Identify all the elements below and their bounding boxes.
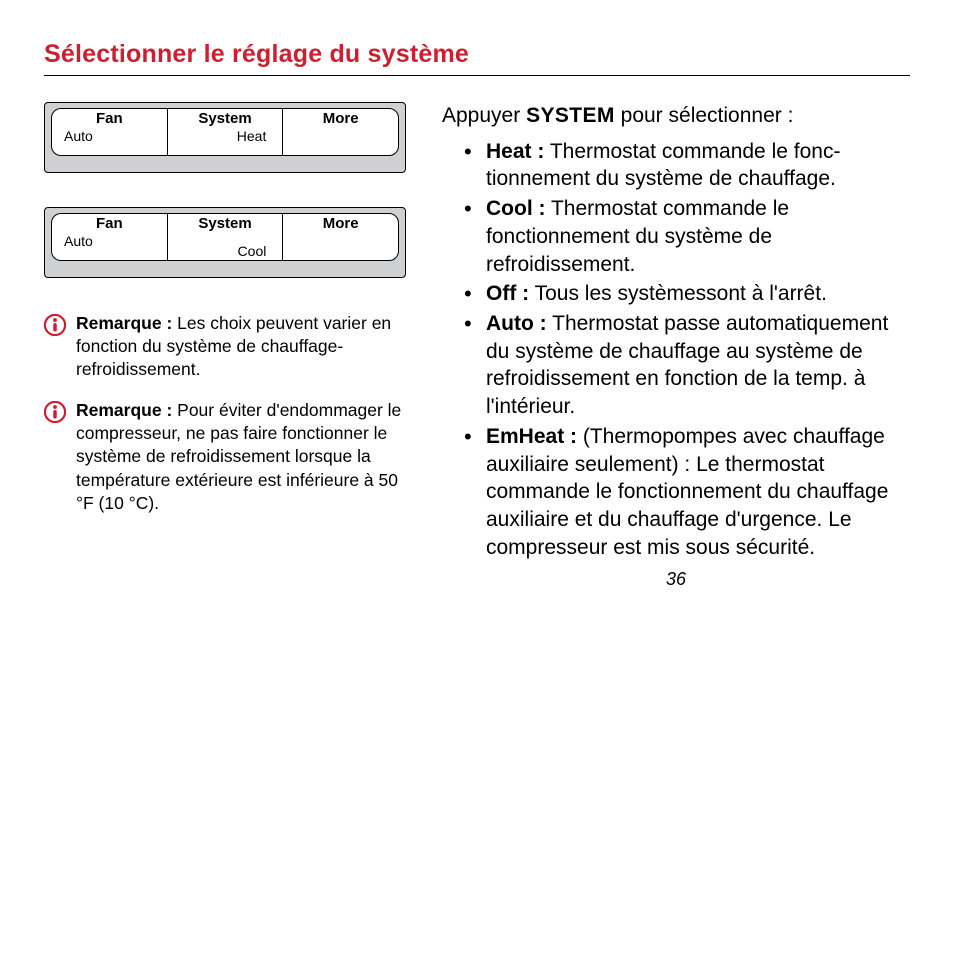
- more-button-title: More: [323, 216, 359, 233]
- fan-button[interactable]: Fan Auto: [51, 213, 167, 261]
- list-item: Off : Tous les systèmessont à l'arrêt.: [464, 280, 910, 308]
- list-item: Heat : Thermostat commande le fonc­tionn…: [464, 138, 910, 193]
- left-column: Fan Auto System Heat More Fan Auto: [44, 102, 406, 591]
- info-icon: [44, 401, 66, 423]
- remark-text: Remarque : Pour éviter d'endommager le c…: [76, 399, 402, 514]
- mode-text: Thermostat passe automatique­ment du sys…: [486, 312, 888, 418]
- page-number: 36: [442, 568, 910, 592]
- mode-list: Heat : Thermostat commande le fonc­tionn…: [442, 138, 910, 562]
- mode-label: Cool :: [486, 197, 545, 220]
- intro-suffix: pour sélectionner :: [615, 104, 794, 127]
- mode-label: Auto :: [486, 312, 547, 335]
- system-button-value: Cool: [238, 233, 283, 260]
- remark-text: Remarque : Les choix peuvent varier en f…: [76, 312, 402, 381]
- fan-button-title: Fan: [96, 111, 123, 128]
- remark-1: Remarque : Les choix peuvent varier en f…: [44, 312, 406, 381]
- button-panel-2: Fan Auto System Cool More: [44, 207, 406, 278]
- system-keyword: SYSTEM: [526, 104, 615, 127]
- system-button[interactable]: System Cool: [167, 213, 283, 261]
- fan-button-value: Auto: [52, 233, 93, 250]
- fan-button-value: Auto: [52, 128, 93, 145]
- remark-label: Remarque :: [76, 313, 172, 333]
- page-title: Sélectionner le réglage du système: [44, 40, 910, 76]
- list-item: Cool : Thermostat commande le fonctionne…: [464, 195, 910, 278]
- system-button[interactable]: System Heat: [167, 108, 283, 156]
- intro-line: Appuyer SYSTEM pour sélectionner :: [442, 102, 910, 130]
- mode-label: Off :: [486, 282, 529, 305]
- remark-2: Remarque : Pour éviter d'endommager le c…: [44, 399, 406, 514]
- mode-text: Tous les systèmessont à l'arrêt.: [529, 282, 827, 305]
- mode-label: EmHeat :: [486, 425, 577, 448]
- more-button-title: More: [323, 111, 359, 128]
- intro-prefix: Appuyer: [442, 104, 526, 127]
- more-button[interactable]: More: [282, 213, 399, 261]
- remark-label: Remarque :: [76, 400, 172, 420]
- list-item: Auto : Thermostat passe automatique­ment…: [464, 310, 910, 421]
- system-button-title: System: [198, 216, 251, 233]
- button-panel-1: Fan Auto System Heat More: [44, 102, 406, 173]
- fan-button[interactable]: Fan Auto: [51, 108, 167, 156]
- right-column: Appuyer SYSTEM pour sélectionner : Heat …: [442, 102, 910, 591]
- system-button-title: System: [198, 111, 251, 128]
- fan-button-title: Fan: [96, 216, 123, 233]
- mode-label: Heat :: [486, 140, 544, 163]
- system-button-value: Heat: [237, 128, 283, 145]
- more-button[interactable]: More: [282, 108, 399, 156]
- info-icon: [44, 314, 66, 336]
- list-item: EmHeat : (Thermopompes avec chauffage au…: [464, 423, 910, 562]
